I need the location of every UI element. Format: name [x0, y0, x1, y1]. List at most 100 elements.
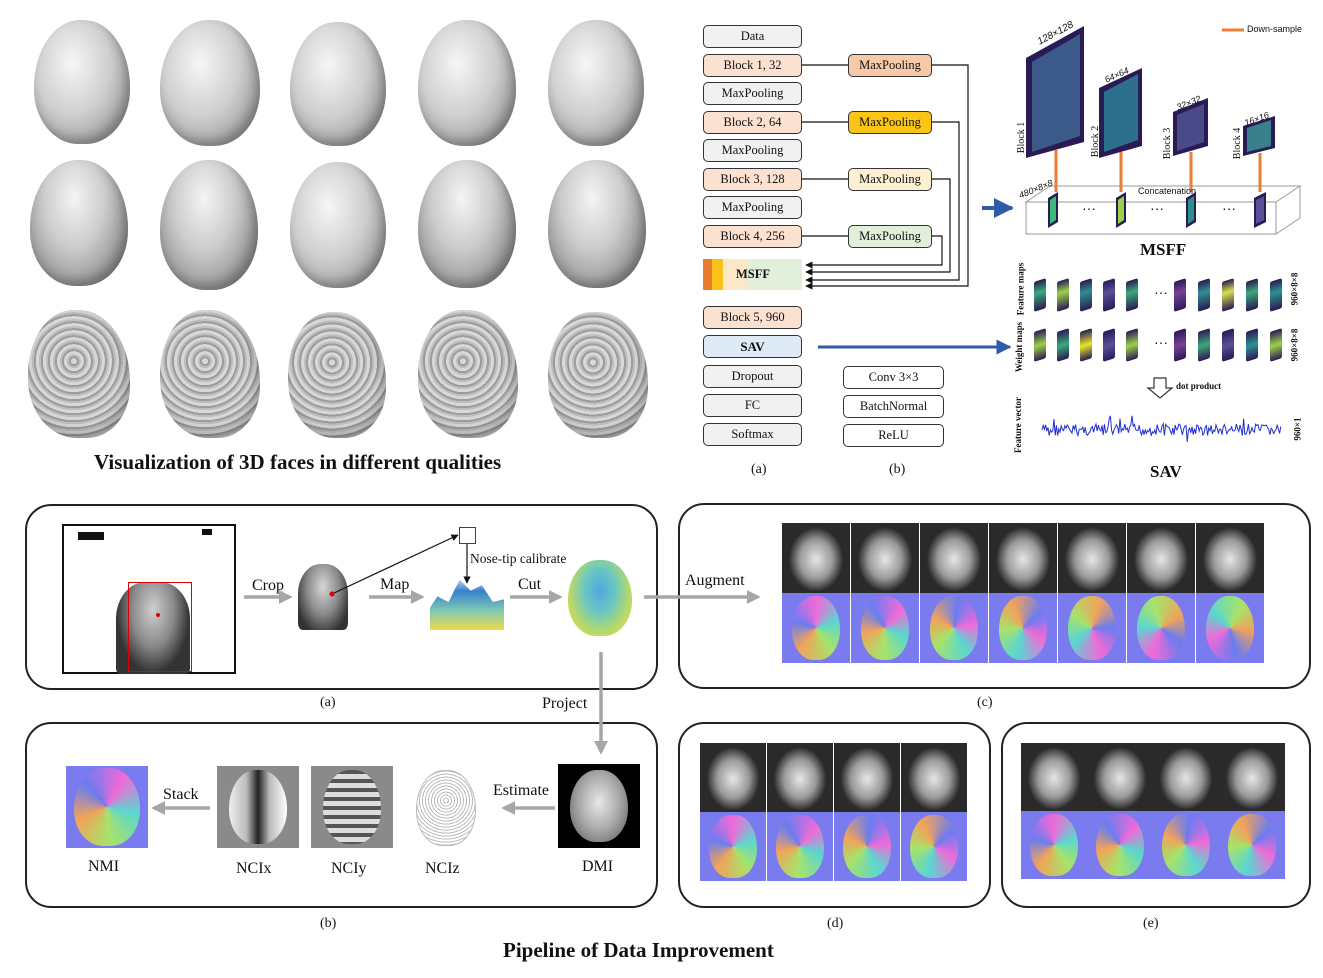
normal-map-tile	[782, 593, 850, 663]
depth-map-tile	[1153, 743, 1219, 811]
msff-dots-1: ···	[1082, 200, 1096, 216]
net-softmax: Softmax	[703, 423, 802, 446]
face-hq-2	[160, 20, 260, 146]
net-msff-label: MSFF	[736, 267, 771, 281]
nose-tip-label: Nose-tip calibrate	[470, 551, 567, 566]
msff-dots-3: ···	[1222, 200, 1236, 216]
nciz-image	[404, 766, 486, 848]
face-mq-3	[290, 162, 386, 288]
cut-face-cloud	[568, 560, 632, 636]
pipeline-panel-d	[678, 722, 991, 908]
face-mq-4	[418, 160, 516, 288]
dataset-e-strip	[1021, 743, 1287, 879]
nciy-label: NCIy	[331, 860, 367, 877]
sav-title: SAV	[1150, 462, 1182, 481]
depth-map-tile	[767, 743, 833, 812]
normal-map-tile	[989, 593, 1057, 663]
nmi-label: NMI	[88, 858, 120, 875]
net-maxpool2: MaxPooling	[703, 139, 802, 162]
normal-map-tile	[1196, 593, 1264, 663]
net-side-pool3: MaxPooling	[848, 168, 932, 191]
normal-map-tile	[1058, 593, 1126, 663]
panel-label-e: (e)	[1143, 916, 1159, 931]
net-maxpool1: MaxPooling	[703, 82, 802, 105]
net-maxpool3: MaxPooling	[703, 196, 802, 219]
net-data: Data	[703, 25, 802, 48]
ncix-label: NCIx	[236, 860, 272, 877]
depth-map-tile	[834, 743, 900, 812]
panel-label-c: (c)	[977, 695, 993, 710]
net-block4: Block 4, 256	[703, 225, 802, 248]
face-mq-2	[160, 160, 258, 290]
sav-dots-2: ···	[1154, 334, 1168, 350]
ncix-image	[217, 766, 299, 848]
normal-map-tile	[1219, 811, 1285, 879]
face-mq-1	[30, 160, 128, 286]
pipeline-panel-e	[1001, 722, 1311, 908]
cut-label: Cut	[518, 576, 542, 593]
normal-map-tile	[700, 812, 766, 881]
nose-tip-inset	[459, 527, 476, 544]
panel-label-b: (b)	[320, 916, 337, 931]
depth-map-tile	[1196, 523, 1264, 593]
face-hq-3	[290, 22, 386, 146]
normal-map-tile	[851, 593, 919, 663]
face-mq-5	[548, 160, 646, 288]
faces-title: Visualization of 3D faces in different q…	[94, 450, 502, 474]
map-label: Map	[380, 576, 410, 593]
dataset-d-strip	[700, 743, 968, 881]
dmi-label: DMI	[582, 858, 614, 875]
pipeline-title: Pipeline of Data Improvement	[503, 938, 774, 962]
project-label: Project	[542, 695, 588, 712]
raw-depth-image	[62, 524, 236, 674]
sav-dot-product: dot product	[1176, 381, 1222, 391]
face-lq-3	[288, 312, 386, 438]
face-hq-4	[418, 20, 516, 146]
net-label-a: (a)	[751, 462, 767, 477]
depth-map-tile	[782, 523, 850, 593]
net-fc: FC	[703, 394, 802, 417]
cropped-face	[298, 564, 348, 630]
net-label-b: (b)	[889, 462, 906, 477]
normal-map-tile	[767, 812, 833, 881]
depth-map-tile	[920, 523, 988, 593]
depth-map-tile	[1127, 523, 1195, 593]
depth-map-tile	[1058, 523, 1126, 593]
sav-dots-1: ···	[1154, 284, 1168, 300]
net-block5: Block 5, 960	[703, 306, 802, 329]
net-side-pool4: MaxPooling	[848, 225, 932, 248]
stack-label: Stack	[163, 786, 199, 803]
panel-label-a: (a)	[320, 695, 336, 710]
augment-strip	[782, 523, 1264, 663]
depth-map-tile	[851, 523, 919, 593]
msff-dots-2: ···	[1150, 200, 1164, 216]
depth-map-tile	[989, 523, 1057, 593]
normal-map-tile	[834, 812, 900, 881]
normal-map-tile	[1021, 811, 1087, 879]
nciy-image	[311, 766, 393, 848]
face-hq-5	[548, 20, 644, 146]
face-hq-1	[34, 20, 130, 144]
face-lq-4	[418, 310, 518, 438]
net-side-pool1: MaxPooling	[848, 54, 932, 77]
net-side-pool2: MaxPooling	[848, 111, 932, 134]
estimate-label: Estimate	[493, 782, 549, 799]
net-msff-block: MSFF	[703, 259, 802, 290]
depth-map-tile	[1087, 743, 1153, 811]
crop-label: Crop	[252, 577, 284, 594]
normal-map-tile	[901, 812, 967, 881]
net-block1: Block 1, 32	[703, 54, 802, 77]
face-lq-5	[548, 312, 648, 438]
pipeline-panel-b	[25, 722, 658, 908]
legend-relu: ReLU	[843, 424, 944, 447]
face-lq-1	[28, 310, 130, 438]
net-dropout: Dropout	[703, 365, 802, 388]
net-block3: Block 3, 128	[703, 168, 802, 191]
augment-label: Augment	[685, 572, 745, 589]
msff-legend: Down-sample	[1247, 24, 1303, 34]
